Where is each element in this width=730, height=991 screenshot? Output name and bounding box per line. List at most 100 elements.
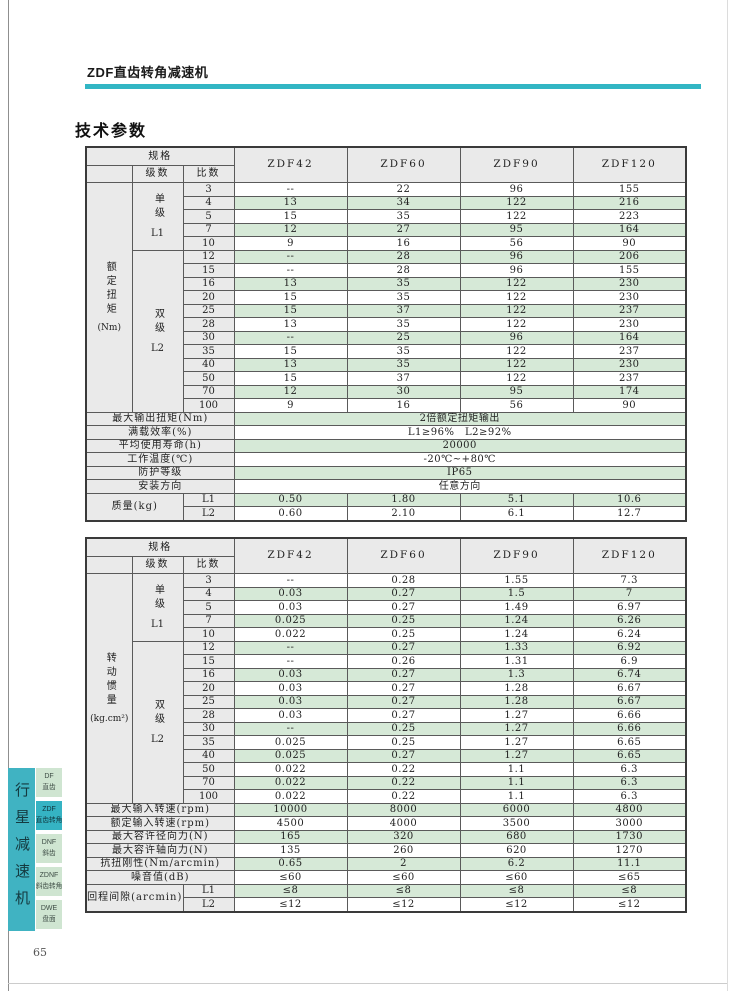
value-cell: 0.25 [346, 721, 461, 736]
value-cell: 122 [459, 357, 574, 372]
model-header: ZDF120 [572, 146, 687, 183]
value-cell: 174 [572, 384, 687, 399]
value-cell: 1.24 [459, 613, 574, 628]
spec-header-spacer [85, 555, 133, 574]
value-cell: 12 [233, 222, 348, 237]
value-cell: -- [233, 573, 348, 588]
tail-sublabel: L2 [182, 506, 235, 521]
value-cell: 0.022 [233, 762, 348, 777]
ratio-header: 比数 [182, 555, 235, 574]
value-cell: 1.1 [459, 762, 574, 777]
value-cell: 237 [572, 303, 687, 318]
footer-value: 320 [346, 829, 461, 844]
footer-label: 防护等级 [85, 465, 235, 480]
footer-value: 4500 [233, 816, 348, 831]
value-cell: 90 [572, 398, 687, 413]
value-cell: 0.022 [233, 789, 348, 804]
value-cell: 206 [572, 249, 687, 264]
footer-label: 平均使用寿命(h) [85, 438, 235, 453]
value-cell: 6.24 [572, 627, 687, 642]
rotary-inertia-table: 规格 ZDF42 ZDF60 ZDF90 ZDF120 级数 比数 转动惯量 (kg.cm²) 单… [85, 537, 687, 913]
value-cell: 122 [459, 290, 574, 305]
tail-value: 1.80 [346, 492, 461, 507]
footer-label: 抗扭刚性(Nm/arcmin) [85, 856, 235, 871]
value-cell: 164 [572, 222, 687, 237]
tail-label: 质量(kg) [85, 492, 184, 521]
footer-value: 8000 [346, 802, 461, 817]
tail-value: 0.50 [233, 492, 348, 507]
value-cell: 37 [346, 303, 461, 318]
tail-label: 回程间隙(arcmin) [85, 883, 184, 912]
vertical-sublabel: L2 [150, 343, 164, 354]
spec-header: 规格 [85, 146, 235, 166]
ratio-cell: 15 [182, 654, 235, 669]
tab-name: 直齿转角 [35, 816, 63, 824]
value-cell: 1.3 [459, 667, 574, 682]
ratio-cell: 5 [182, 600, 235, 615]
tab-name: 斜齿 [42, 849, 56, 857]
sidebar-series-bar: 行星减速机 [8, 768, 35, 931]
value-cell: 0.27 [346, 681, 461, 696]
value-cell: 96 [459, 263, 574, 278]
page-number: 65 [33, 946, 47, 959]
value-cell: 16 [346, 398, 461, 413]
value-cell: 13 [233, 195, 348, 210]
section-title: 技术参数 [75, 123, 148, 140]
ratio-cell: 30 [182, 330, 235, 345]
value-cell: 230 [572, 290, 687, 305]
value-cell: 1.55 [459, 573, 574, 588]
vertical-label: 双级 [152, 308, 164, 336]
footer-value: 620 [459, 843, 574, 858]
value-cell: 0.26 [346, 654, 461, 669]
vertical-cell: 额定扭矩 (Nm) [87, 261, 131, 334]
tail-sublabel: L1 [182, 883, 235, 898]
value-cell: 155 [572, 263, 687, 278]
value-cell: 0.025 [233, 748, 348, 763]
value-cell: 95 [459, 222, 574, 237]
value-cell: 15 [233, 290, 348, 305]
vertical-label: 转动惯量 [104, 651, 116, 708]
ratio-cell: 15 [182, 263, 235, 278]
value-cell: 223 [572, 209, 687, 224]
vertical-cell: 转动惯量 (kg.cm²) [87, 651, 131, 725]
tail-value: 6.1 [459, 506, 574, 521]
document-header-title: ZDF直齿转角减速机 [87, 65, 209, 80]
value-cell: 1.27 [459, 708, 574, 723]
value-cell: 1.27 [459, 748, 574, 763]
footer-value: 4000 [346, 816, 461, 831]
value-cell: 7 [572, 586, 687, 601]
tab-code: DF [44, 773, 54, 781]
tab-name: 盘面 [42, 915, 56, 923]
tail-value: ≤8 [233, 883, 348, 898]
value-cell: 0.27 [346, 708, 461, 723]
value-cell: -- [233, 263, 348, 278]
tail-value: ≤8 [572, 883, 687, 898]
ratio-cell: 12 [182, 640, 235, 655]
value-cell: 0.03 [233, 600, 348, 615]
value-cell: 6.65 [572, 735, 687, 750]
value-cell: 6.67 [572, 681, 687, 696]
value-cell: -- [233, 654, 348, 669]
ratio-cell: 35 [182, 344, 235, 359]
value-cell: 0.27 [346, 694, 461, 709]
value-cell: 0.25 [346, 735, 461, 750]
value-cell: 122 [459, 344, 574, 359]
ratio-cell: 12 [182, 249, 235, 264]
ratio-cell: 70 [182, 384, 235, 399]
vertical-sublabel: (kg.cm²) [90, 713, 129, 724]
footer-value: 20000 [233, 438, 687, 453]
value-cell: 95 [459, 384, 574, 399]
value-cell: 0.27 [346, 586, 461, 601]
row-group-label: 转动惯量 (kg.cm²) [85, 573, 133, 804]
vertical-label: 双级 [152, 699, 164, 727]
tail-value: ≤8 [346, 883, 461, 898]
row-group-label: 额定扭矩 (Nm) [85, 182, 133, 413]
stage-l2-label: 双级 L2 [131, 640, 184, 804]
model-header: ZDF42 [233, 537, 348, 574]
value-cell: 1.28 [459, 681, 574, 696]
value-cell: 30 [346, 384, 461, 399]
stage-header: 级数 [131, 164, 184, 183]
value-cell: 237 [572, 371, 687, 386]
footer-value: 1270 [572, 843, 687, 858]
ratio-cell: 7 [182, 613, 235, 628]
